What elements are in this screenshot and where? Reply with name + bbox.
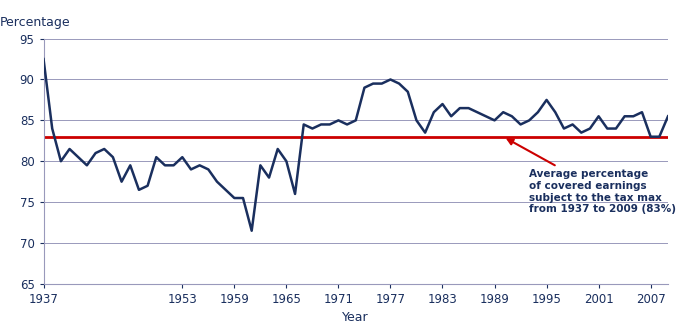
Text: Average percentage
of covered earnings
subject to the tax max
from 1937 to 2009 : Average percentage of covered earnings s… bbox=[508, 139, 676, 214]
X-axis label: Year: Year bbox=[342, 312, 369, 324]
Text: Percentage: Percentage bbox=[0, 16, 71, 29]
